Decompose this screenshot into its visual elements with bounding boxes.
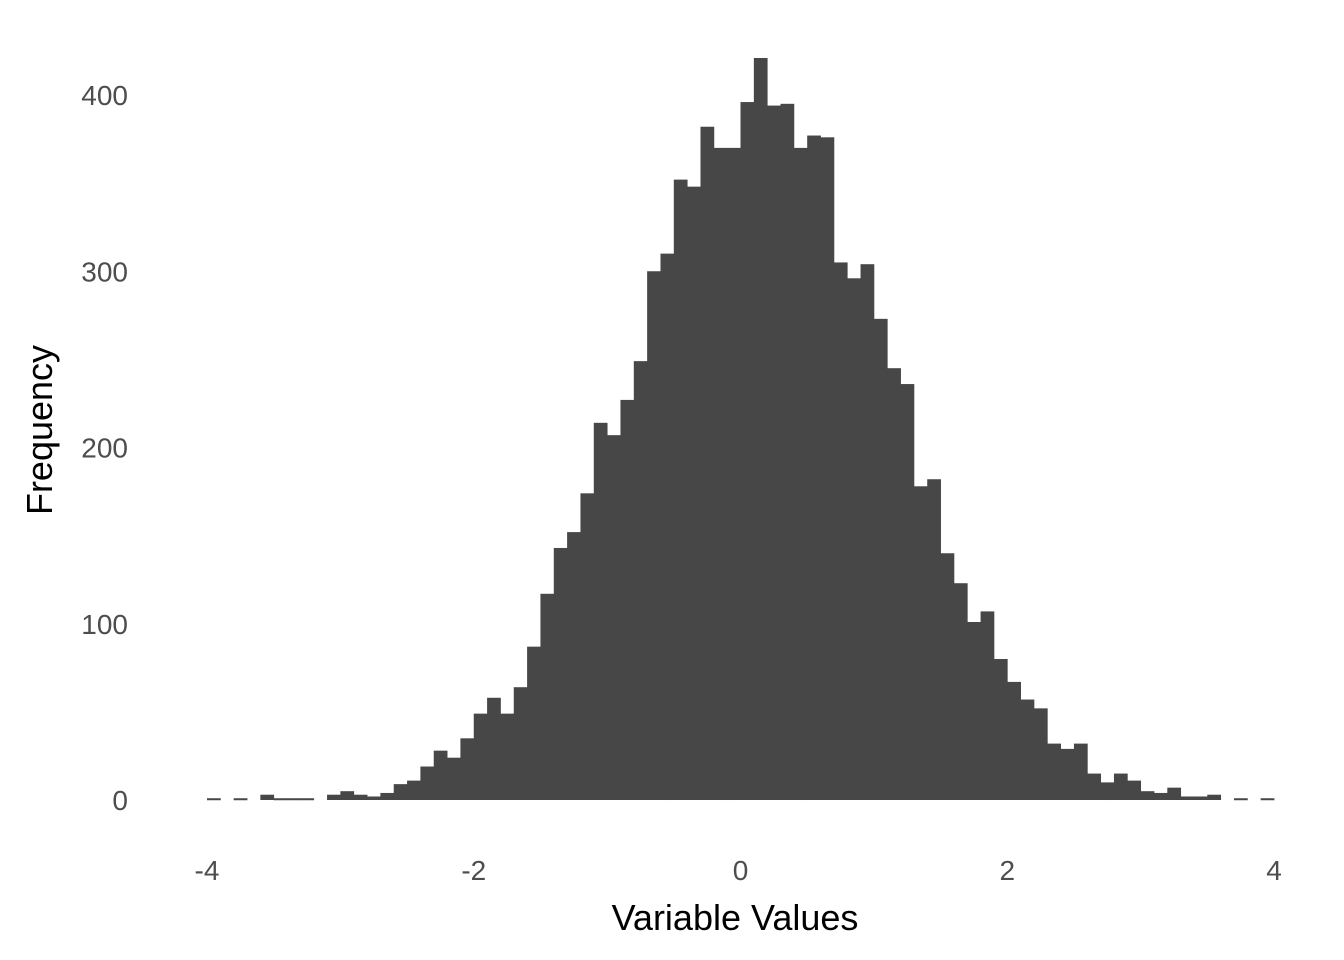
histogram-bar (287, 798, 301, 801)
histogram-bar (1020, 699, 1035, 800)
histogram-bar (807, 135, 821, 801)
histogram-bar (1033, 708, 1048, 800)
histogram-bar (567, 532, 581, 800)
histogram-bar (767, 105, 781, 800)
histogram-bar (753, 57, 768, 801)
histogram-bar (1047, 743, 1061, 800)
histogram-bar (953, 583, 968, 800)
x-axis-ticks: -4 -2 0 2 4 (195, 855, 1282, 886)
histogram-bar (927, 479, 941, 800)
histogram-bar (620, 399, 635, 800)
histogram-bar (913, 486, 928, 800)
histogram-bar (727, 147, 741, 801)
histogram-bar (1260, 798, 1275, 801)
histogram-bar (1100, 782, 1115, 801)
x-tick-label: -4 (195, 855, 220, 886)
histogram-bar (740, 102, 755, 801)
histogram-bar (367, 796, 381, 800)
histogram-bar (1233, 798, 1248, 801)
histogram-bar (513, 687, 528, 800)
y-tick-label: 0 (112, 785, 128, 816)
y-tick-label: 400 (81, 80, 128, 111)
histogram-bar (780, 103, 795, 800)
histogram-bar (1207, 794, 1222, 800)
histogram-bar (1007, 681, 1021, 800)
histogram-bar (647, 271, 661, 800)
histogram-bar (207, 798, 221, 801)
histogram-bar (420, 766, 435, 800)
histogram-bar (967, 621, 981, 800)
y-axis-ticks: 0 100 200 300 400 (81, 80, 128, 816)
histogram-bar (673, 179, 688, 801)
histogram-bar (393, 784, 408, 800)
histogram-bar (1060, 748, 1075, 800)
histogram-bar (300, 798, 315, 801)
histogram-bar (887, 368, 901, 800)
histogram-bar (860, 264, 875, 800)
y-tick-label: 300 (81, 256, 128, 287)
histogram-bar (260, 794, 275, 800)
histogram-bar (1113, 773, 1128, 800)
histogram-bar (1127, 780, 1142, 800)
histogram-bar (1167, 787, 1182, 800)
histogram-bar (327, 794, 341, 800)
histogram-bar (833, 262, 848, 800)
histogram-bar (273, 798, 288, 801)
histogram-bar (873, 318, 888, 800)
histogram-bar (900, 384, 915, 800)
histogram-bar (553, 547, 568, 800)
histogram-bar (847, 278, 861, 800)
y-tick-label: 200 (81, 433, 128, 464)
histogram-bar (820, 137, 835, 801)
histogram-bar (940, 553, 955, 800)
histogram-bar (460, 738, 475, 800)
histogram-bar (433, 750, 448, 800)
histogram-bar (407, 780, 421, 800)
histogram-bar (580, 493, 595, 800)
histogram-bar (487, 697, 501, 800)
histogram-bar (993, 659, 1008, 800)
histogram-bar (1180, 796, 1195, 800)
histogram-bars (207, 57, 1275, 801)
x-tick-label: -2 (461, 855, 486, 886)
histogram-bar (353, 794, 368, 800)
x-tick-label: 0 (733, 855, 749, 886)
histogram-bar (713, 147, 728, 801)
histogram-bar (527, 646, 541, 800)
histogram-bar (473, 713, 488, 800)
histogram-bar (447, 757, 461, 800)
histogram-bar (633, 361, 648, 800)
histogram-bar (1073, 743, 1088, 800)
histogram-bar (980, 611, 995, 800)
x-tick-label: 2 (1000, 855, 1016, 886)
x-axis-title: Variable Values (612, 897, 859, 938)
histogram-bar (687, 186, 701, 800)
histogram-bar (380, 792, 395, 800)
histogram-bar (660, 253, 675, 801)
histogram-bar (1140, 791, 1155, 800)
histogram-bar (793, 147, 808, 801)
histogram-bar (1153, 792, 1168, 800)
y-axis-title: Frequency (19, 345, 60, 515)
histogram-bar (700, 126, 715, 801)
histogram-bar (500, 713, 515, 800)
histogram-bar (1087, 773, 1102, 800)
histogram-bar (607, 435, 621, 800)
histogram-bar (540, 593, 555, 800)
histogram-bar (340, 791, 355, 800)
histogram-bar (593, 422, 608, 800)
histogram-bar (233, 798, 248, 801)
histogram-bar (1193, 796, 1208, 800)
y-tick-label: 100 (81, 609, 128, 640)
x-tick-label: 4 (1266, 855, 1282, 886)
